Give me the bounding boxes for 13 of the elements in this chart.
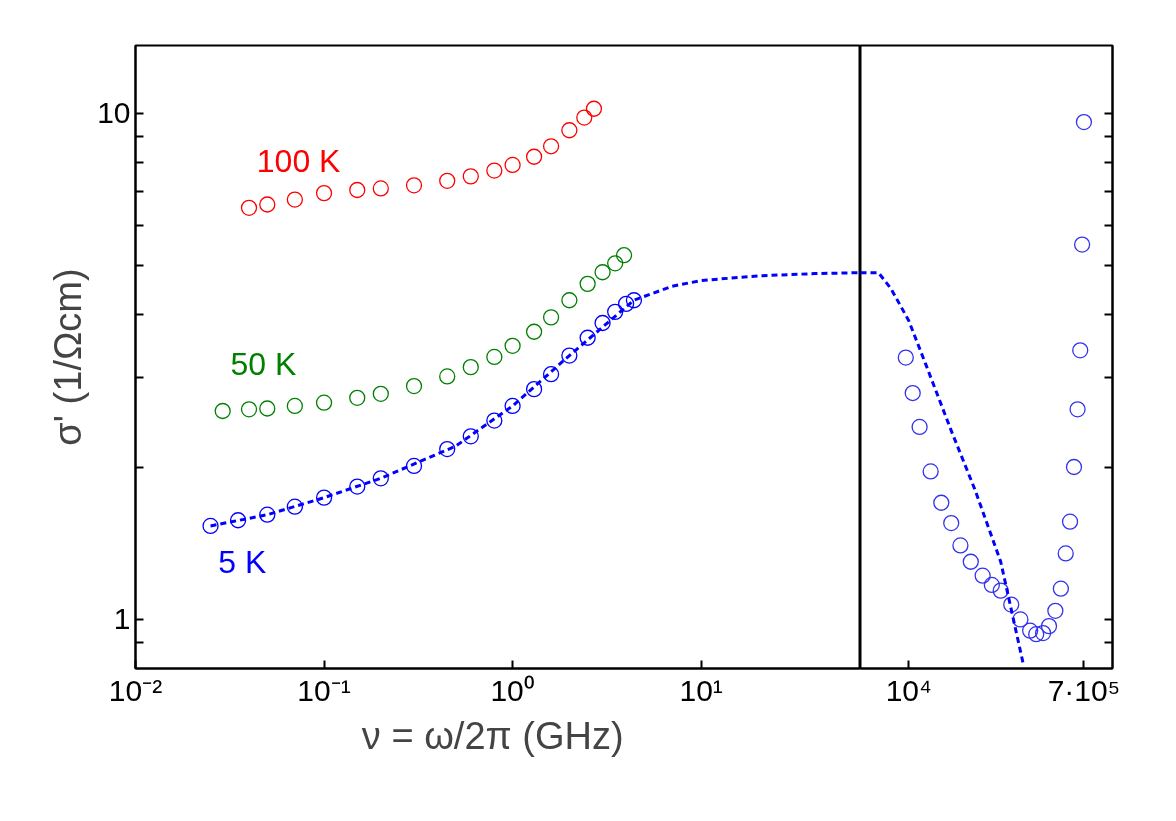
y-tick-label: 1	[113, 602, 131, 636]
x-tick-label: 10⁰	[490, 673, 535, 707]
x-tick-label: 10⁴	[885, 673, 932, 707]
y-axis-title: σ' (1/Ωcm)	[47, 268, 90, 446]
x-axis-title: ν = ω/2π (GHz)	[361, 714, 624, 757]
series-label: 100 K	[256, 142, 341, 179]
x-tick-label: 10¹	[679, 673, 723, 707]
x-tick-label: 7·10⁵	[1047, 673, 1121, 707]
x-tick-label: 10⁻¹	[297, 673, 351, 707]
x-tick-label: 10⁻²	[108, 673, 163, 707]
series-label: 5 K	[218, 543, 267, 580]
y-tick-label: 10	[97, 96, 131, 130]
series-label: 50 K	[230, 345, 297, 382]
